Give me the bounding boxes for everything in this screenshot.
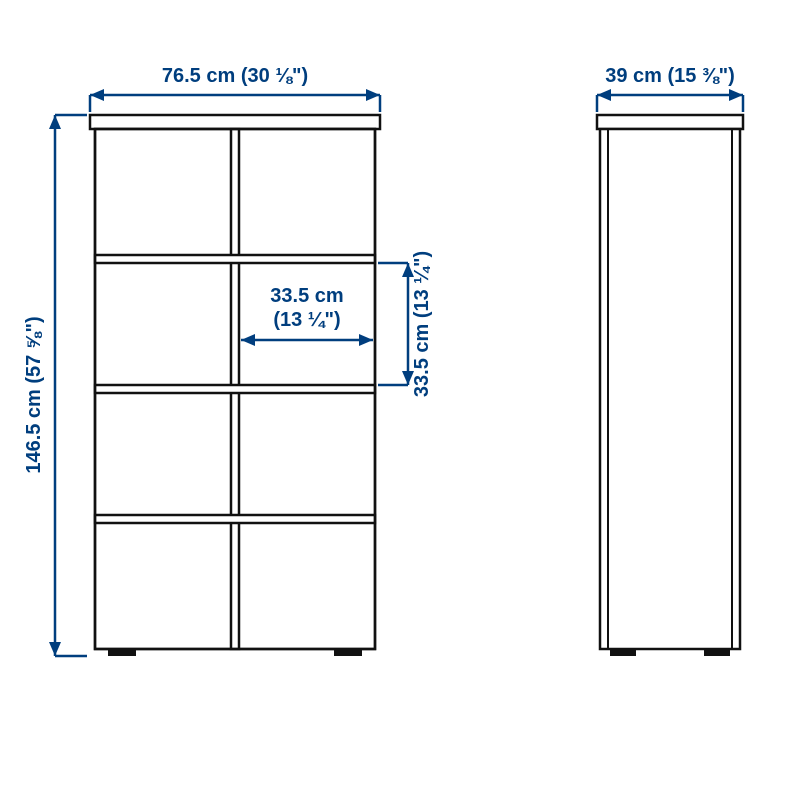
dim-depth: 39 cm (15 ⅜") xyxy=(597,65,743,112)
dim-height-label: 146.5 cm (57 ⅝") xyxy=(23,316,45,473)
dim-depth-label: 39 cm (15 ⅜") xyxy=(605,65,735,87)
dim-width-label: 76.5 cm (30 ⅛") xyxy=(162,65,308,87)
dim-width: 76.5 cm (30 ⅛") xyxy=(90,65,380,112)
side-view xyxy=(597,115,743,656)
dimension-diagram: 76.5 cm (30 ⅛") 146.5 cm (57 ⅝") 33.5 cm… xyxy=(0,0,790,790)
front-view xyxy=(90,115,380,656)
dim-cubew-label2: (13 ¼") xyxy=(273,309,340,331)
dim-cubew-label1: 33.5 cm xyxy=(270,285,343,307)
dim-cube-height: 33.5 cm (13 ¼") xyxy=(378,251,433,397)
dim-height: 146.5 cm (57 ⅝") xyxy=(23,115,87,656)
dim-cubeh-label: 33.5 cm (13 ¼") xyxy=(411,251,433,397)
